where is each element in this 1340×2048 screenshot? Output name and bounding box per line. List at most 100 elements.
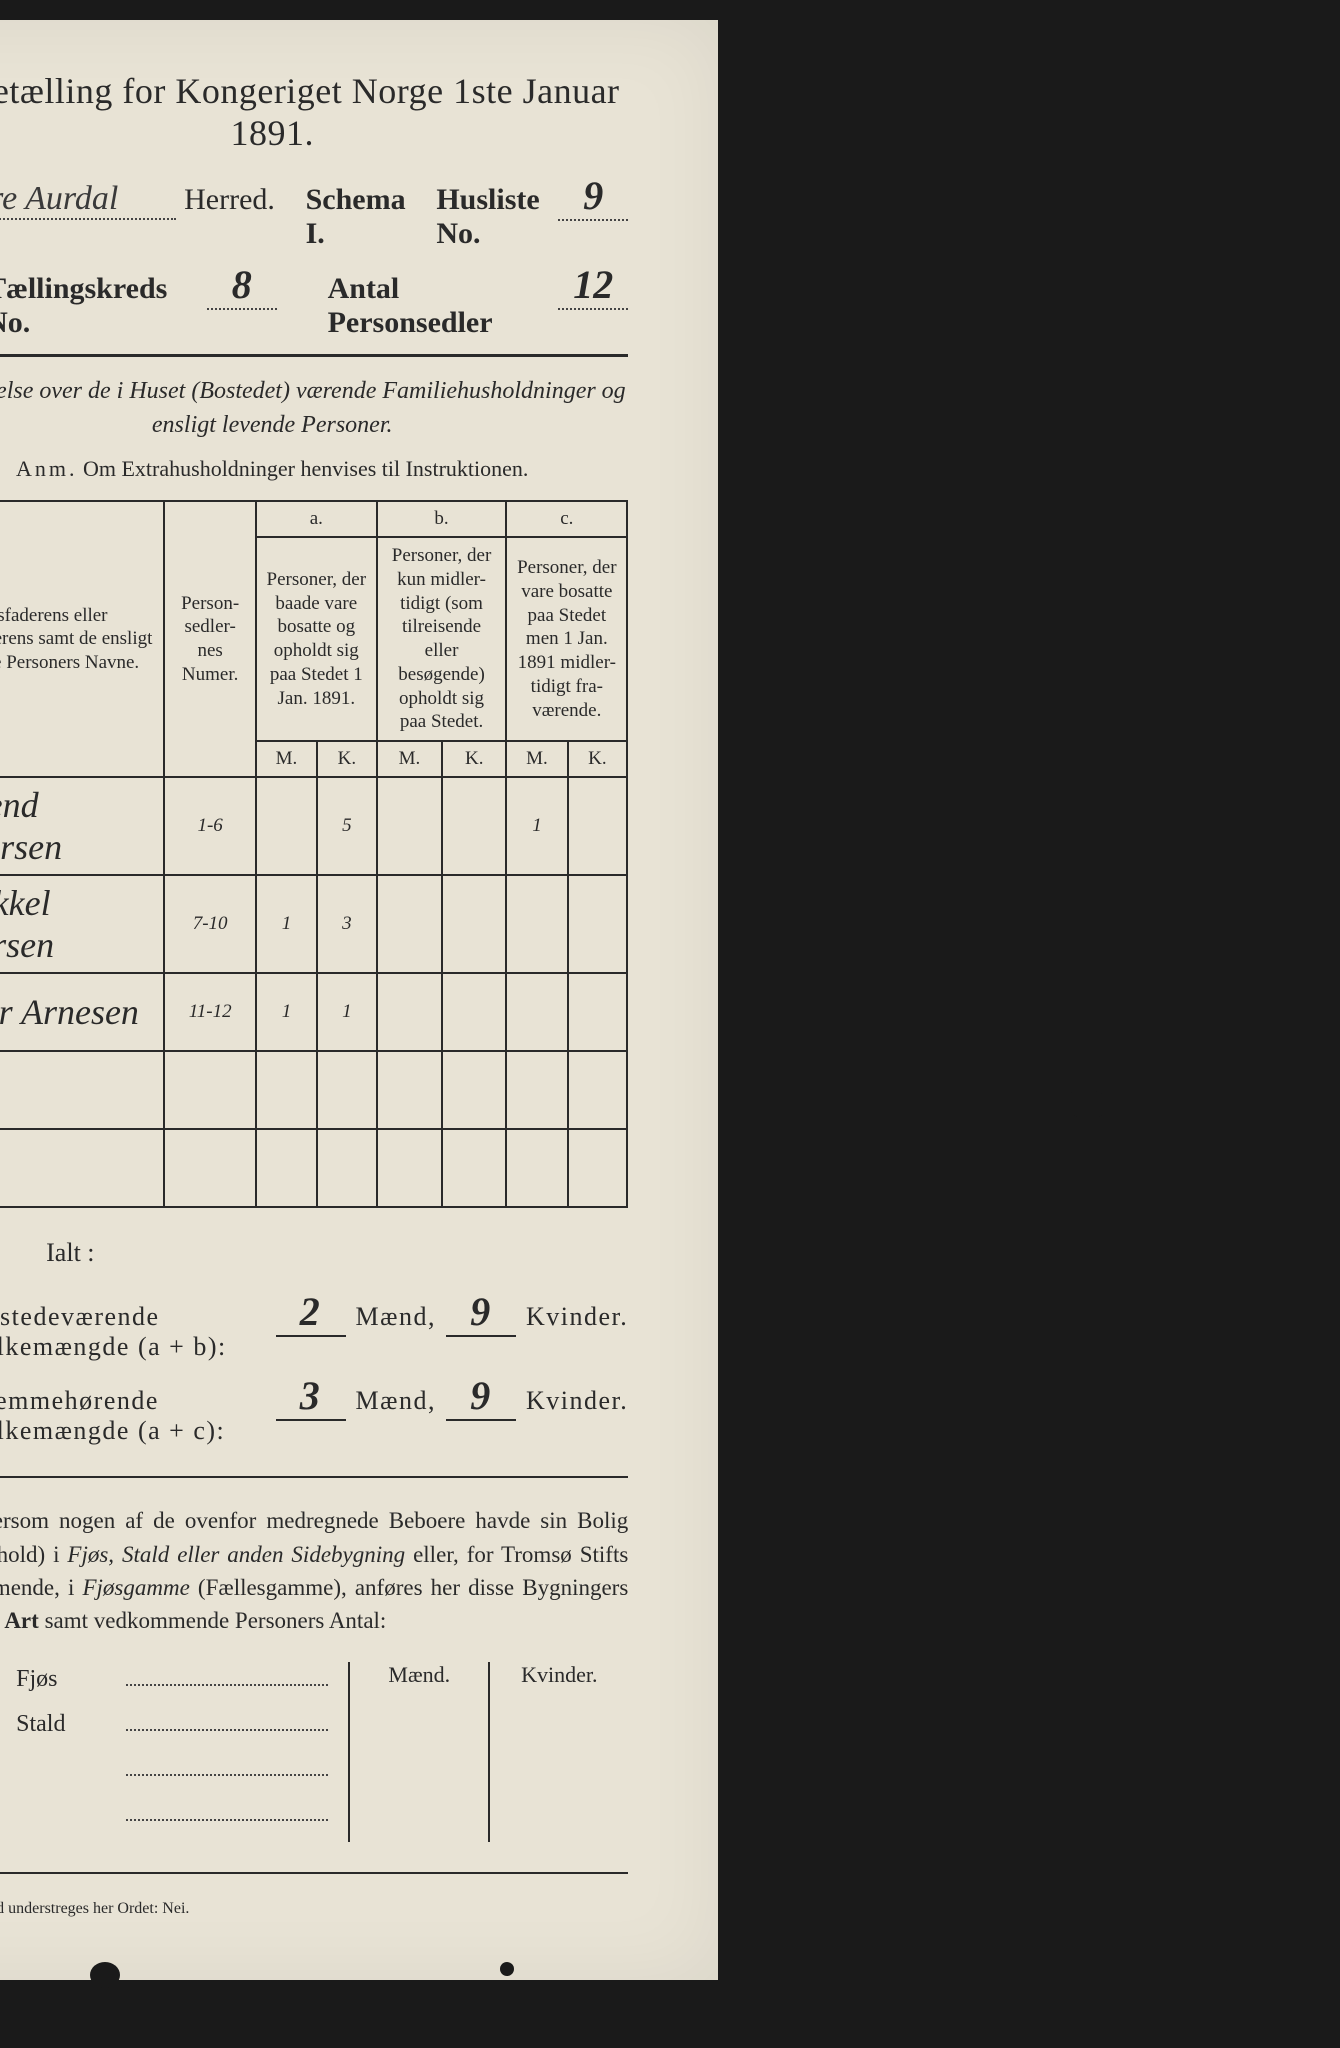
inkblot-icon <box>1206 1968 1230 1986</box>
husliste-no: 9 <box>558 172 628 221</box>
th-ck: K. <box>568 741 628 777</box>
cell-am <box>256 777 317 875</box>
cell-ck <box>568 1051 628 1129</box>
herred-label: Herred. <box>184 183 275 217</box>
cell-ak <box>317 1129 377 1207</box>
bygning-col-kvinder: Kvinder. <box>490 1662 628 1842</box>
th-bk: K. <box>442 741 506 777</box>
kreds-no: 8 <box>207 261 277 310</box>
cell-numer: 7-10 <box>164 875 255 973</box>
header-row-1: Søndre Aurdal Herred. Schema I. Husliste… <box>0 172 628 251</box>
maend-label: Mænd, <box>356 1302 436 1332</box>
census-form-page: Folketælling for Kongeriget Norge 1ste J… <box>0 20 718 1980</box>
summary1-label: Tilstedeværende Folkemængde (a + b): <box>0 1302 266 1362</box>
form-title: Folketælling for Kongeriget Norge 1ste J… <box>0 70 628 154</box>
census-tbody: 1.Svend Andersen 1-6 5 1 2.Mikkel Syvers… <box>0 777 627 1207</box>
cell-bk <box>442 1051 506 1129</box>
th-a: Personer, der baade vare bosatte og opho… <box>256 537 377 741</box>
cell-numer: 11-12 <box>164 973 255 1051</box>
ialt-label: Ialt : <box>0 1238 628 1268</box>
cell-name: 2.Mikkel Syversen <box>0 875 164 973</box>
th-ak: K. <box>317 741 377 777</box>
bygning-block: a. i Fjøs b. i Stald c. i d. i <box>0 1662 628 1842</box>
th-bm: M. <box>377 741 442 777</box>
bygning-row: c. i <box>0 1752 328 1783</box>
bygning-row: b. i Stald <box>0 1707 328 1738</box>
inkblot-icon <box>500 1962 514 1976</box>
cell-name: 4. <box>0 1051 164 1129</box>
modsat-text: I modsat Fald understreges her Ordet: <box>0 1900 162 1917</box>
summary1-k: 9 <box>446 1288 516 1337</box>
dotted-fill <box>126 1752 328 1776</box>
bygning-row: a. i Fjøs <box>0 1662 328 1693</box>
summary-line-1: Tilstedeværende Folkemængde (a + b): 2 M… <box>0 1288 628 1362</box>
sedler-no: 12 <box>558 261 628 310</box>
cell-am <box>256 1051 317 1129</box>
summary2-label: Hjemmehørende Folkemængde (a + c): <box>0 1386 266 1446</box>
th-b-top: b. <box>377 501 507 537</box>
th-c: Personer, der vare bosatte paa Stedet me… <box>506 537 627 741</box>
cell-numer <box>164 1129 255 1207</box>
summary1-m: 2 <box>276 1288 346 1337</box>
cell-bk <box>442 1129 506 1207</box>
dotted-fill <box>126 1797 328 1821</box>
cell-name: 5. <box>0 1129 164 1207</box>
th-c-top: c. <box>506 501 627 537</box>
th-name: Husfaderens eller Husmoderens samt de en… <box>0 501 164 777</box>
census-table: Husfaderens eller Husmoderens samt de en… <box>0 500 628 1208</box>
fortegnelse-text: Fortegnelse over de i Huset (Bostedet) v… <box>0 375 628 442</box>
bygning-col-maend: Mænd. <box>350 1662 490 1842</box>
kreds-label: Tællingskreds No. <box>0 272 195 340</box>
cell-bk <box>442 777 506 875</box>
cell-bm <box>377 1051 442 1129</box>
th-cm: M. <box>506 741 567 777</box>
th-a-top: a. <box>256 501 377 537</box>
sedler-label: Antal Personsedler <box>328 272 547 340</box>
bygning-row: d. i <box>0 1797 328 1828</box>
table-row: 4. <box>0 1051 627 1129</box>
summary-line-2: Hjemmehørende Folkemængde (a + c): 3 Mæn… <box>0 1372 628 1446</box>
kvinder-label: Kvinder. <box>526 1302 628 1332</box>
dotted-fill <box>126 1707 328 1731</box>
dersom-paragraph: Dersom nogen af de ovenfor medregnede Be… <box>0 1504 628 1637</box>
cell-numer <box>164 1051 255 1129</box>
cell-numer: 1-6 <box>164 777 255 875</box>
cell-name: 1.Svend Andersen <box>0 777 164 875</box>
cell-am: 1 <box>256 875 317 973</box>
cell-cm <box>506 1129 567 1207</box>
modsat-nei: Nei. <box>162 1900 189 1917</box>
cell-cm <box>506 875 567 973</box>
cell-bm <box>377 875 442 973</box>
cell-ck <box>568 1129 628 1207</box>
maend-label: Mænd, <box>356 1386 436 1416</box>
dotted-fill <box>126 1662 328 1686</box>
bygning-right: Mænd. Kvinder. <box>348 1662 628 1842</box>
table-row: 5. <box>0 1129 627 1207</box>
table-row: 2.Mikkel Syversen 7-10 1 3 <box>0 875 627 973</box>
anm-label: Anm. <box>16 456 78 481</box>
header-row-2: Tællingskreds No. 8 Antal Personsedler 1… <box>0 261 628 340</box>
cell-cm <box>506 1051 567 1129</box>
divider-1 <box>0 354 628 357</box>
anm-text: Om Extrahusholdninger henvises til Instr… <box>83 456 528 481</box>
anm-line: Anm. Om Extrahusholdninger henvises til … <box>0 456 628 482</box>
cell-name: 3.Ivar Arnesen <box>0 973 164 1051</box>
inkblot-icon <box>90 1962 120 1988</box>
cell-bm <box>377 777 442 875</box>
cell-am <box>256 1129 317 1207</box>
cell-cm: 1 <box>506 777 567 875</box>
cell-ak: 5 <box>317 777 377 875</box>
bygning-left: a. i Fjøs b. i Stald c. i d. i <box>0 1662 348 1842</box>
cell-ak: 3 <box>317 875 377 973</box>
cell-ak: 1 <box>317 973 377 1051</box>
summary2-k: 9 <box>446 1372 516 1421</box>
cell-ck <box>568 973 628 1051</box>
th-am: M. <box>256 741 317 777</box>
cell-bk <box>442 875 506 973</box>
inkblot-icon <box>1066 1090 1110 1118</box>
cell-bk <box>442 973 506 1051</box>
divider-2 <box>0 1476 628 1478</box>
summary2-m: 3 <box>276 1372 346 1421</box>
th-numer: Person-sedler-nes Numer. <box>164 501 255 777</box>
table-row: 3.Ivar Arnesen 11-12 1 1 <box>0 973 627 1051</box>
